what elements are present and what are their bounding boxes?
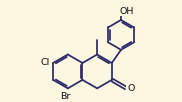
Text: Br: Br bbox=[61, 92, 71, 101]
Text: Cl: Cl bbox=[40, 58, 49, 67]
Text: O: O bbox=[127, 84, 134, 93]
Text: OH: OH bbox=[119, 7, 134, 16]
